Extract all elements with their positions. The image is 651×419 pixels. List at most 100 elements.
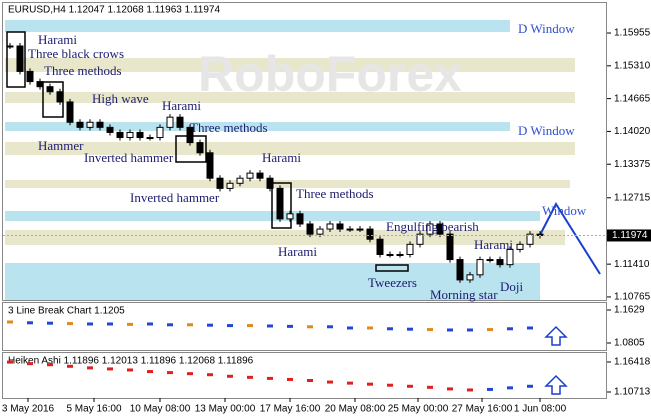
zones: [5, 20, 575, 300]
candle: [516, 243, 524, 250]
x-tick-label: 5 May 16:00: [66, 404, 121, 415]
candle: [436, 223, 444, 235]
indicator-mark: [307, 378, 313, 382]
indicator-mark: [487, 328, 493, 332]
candle: [366, 228, 374, 240]
x-tick-label: 17 May 16:00: [260, 404, 321, 415]
pane-border: [2, 302, 607, 351]
indicator-mark: [407, 327, 413, 331]
indicator-mark: [287, 377, 293, 381]
x-tick-label: 3 May 2016: [2, 404, 55, 415]
pattern-box: [375, 264, 409, 272]
annotation: Inverted hammer: [84, 150, 174, 165]
candle: [376, 238, 384, 255]
indicator-mark: [27, 321, 33, 325]
pane-border: [2, 2, 607, 301]
candle: [426, 223, 434, 235]
annotation: Harami: [162, 98, 201, 113]
indicator-mark: [527, 384, 533, 388]
candle: [136, 131, 144, 139]
up-arrow: [544, 325, 568, 346]
annotation: Morning star: [430, 287, 498, 302]
candle: [166, 116, 174, 128]
indicator-mark: [27, 362, 33, 366]
indicator-mark: [327, 380, 333, 384]
candle: [126, 131, 134, 139]
y-tick-label: 1.12715: [614, 192, 651, 203]
candle: [476, 259, 484, 276]
y-tick-label: 1.1629: [614, 305, 645, 316]
x-tick-label: 20 May 08:00: [325, 404, 386, 415]
y-tick-label: 1.14020: [614, 126, 651, 137]
indicator-mark: [127, 368, 133, 372]
candle: [276, 187, 284, 220]
indicator-mark: [487, 387, 493, 391]
y-tick-label: 1.10765: [614, 292, 651, 303]
annotation: D Window: [518, 21, 575, 36]
candle: [286, 213, 294, 220]
candle: [526, 233, 534, 245]
indicator-mark: [167, 371, 173, 375]
candle: [336, 223, 344, 230]
indicator-mark: [347, 381, 353, 385]
annotation: Three methods: [296, 186, 374, 201]
forecast-arrow: [539, 201, 601, 275]
pane-borders: [2, 2, 607, 399]
annotation: Harami: [474, 237, 513, 252]
x-tick-label: 27 May 16:00: [452, 404, 513, 415]
candle: [106, 126, 114, 133]
annotation: Tweezers: [368, 275, 417, 290]
candle: [386, 253, 394, 256]
indicator-mark: [207, 373, 213, 377]
y-tick-label: 1.0805: [614, 338, 645, 349]
candle: [36, 81, 44, 88]
candle: [66, 101, 74, 123]
x-tick-label: 10 May 08:00: [130, 404, 191, 415]
pattern-box: [6, 31, 26, 88]
candle: [266, 177, 274, 189]
candle: [176, 116, 184, 128]
y-tick-label: 1.15955: [614, 28, 651, 39]
annotation: D Window: [518, 123, 575, 138]
x-tick-label: 1 Jun 08:00: [514, 404, 567, 415]
candle: [326, 223, 334, 230]
candle: [6, 45, 14, 48]
indicator-mark: [427, 328, 433, 332]
annotation: Window: [542, 203, 587, 218]
candle: [246, 172, 254, 179]
indicator-mark: [227, 324, 233, 328]
x-tick-label: 25 May 00:00: [388, 404, 449, 415]
indicator-mark: [67, 322, 73, 326]
zone: [5, 180, 570, 188]
candle: [256, 172, 264, 179]
candle: [116, 131, 124, 139]
indicator-mark: [127, 322, 133, 326]
candle: [496, 259, 504, 266]
indicator-mark: [307, 325, 313, 329]
candle: [156, 126, 164, 139]
candle: [456, 259, 464, 281]
candle: [226, 182, 234, 189]
indicator-mark: [187, 323, 193, 327]
candle: [406, 243, 414, 255]
indicator-mark: [267, 376, 273, 380]
indicator-mark: [367, 326, 373, 330]
zone: [5, 20, 510, 32]
indicator-mark: [527, 326, 533, 330]
indicator-mark: [227, 374, 233, 378]
indicator-mark: [467, 328, 473, 332]
candle: [236, 177, 244, 184]
annotation: High wave: [92, 91, 149, 106]
y-tick-label: 1.14665: [614, 93, 651, 104]
candle: [56, 91, 64, 103]
candle: [76, 121, 84, 128]
annotation: Hammer: [38, 138, 84, 153]
annotation: Doji: [500, 279, 524, 294]
indicator-mark: [287, 324, 293, 328]
indicator-mark: [207, 323, 213, 327]
pane-title: 3 Line Break Chart 1.1205: [8, 306, 125, 317]
pane-title: Heiken Ashi 1.11896 1.12013 1.11896 1.12…: [8, 356, 254, 367]
candle: [396, 253, 404, 256]
zone: [5, 142, 575, 155]
y-tick-label: 1.10713: [614, 387, 651, 398]
